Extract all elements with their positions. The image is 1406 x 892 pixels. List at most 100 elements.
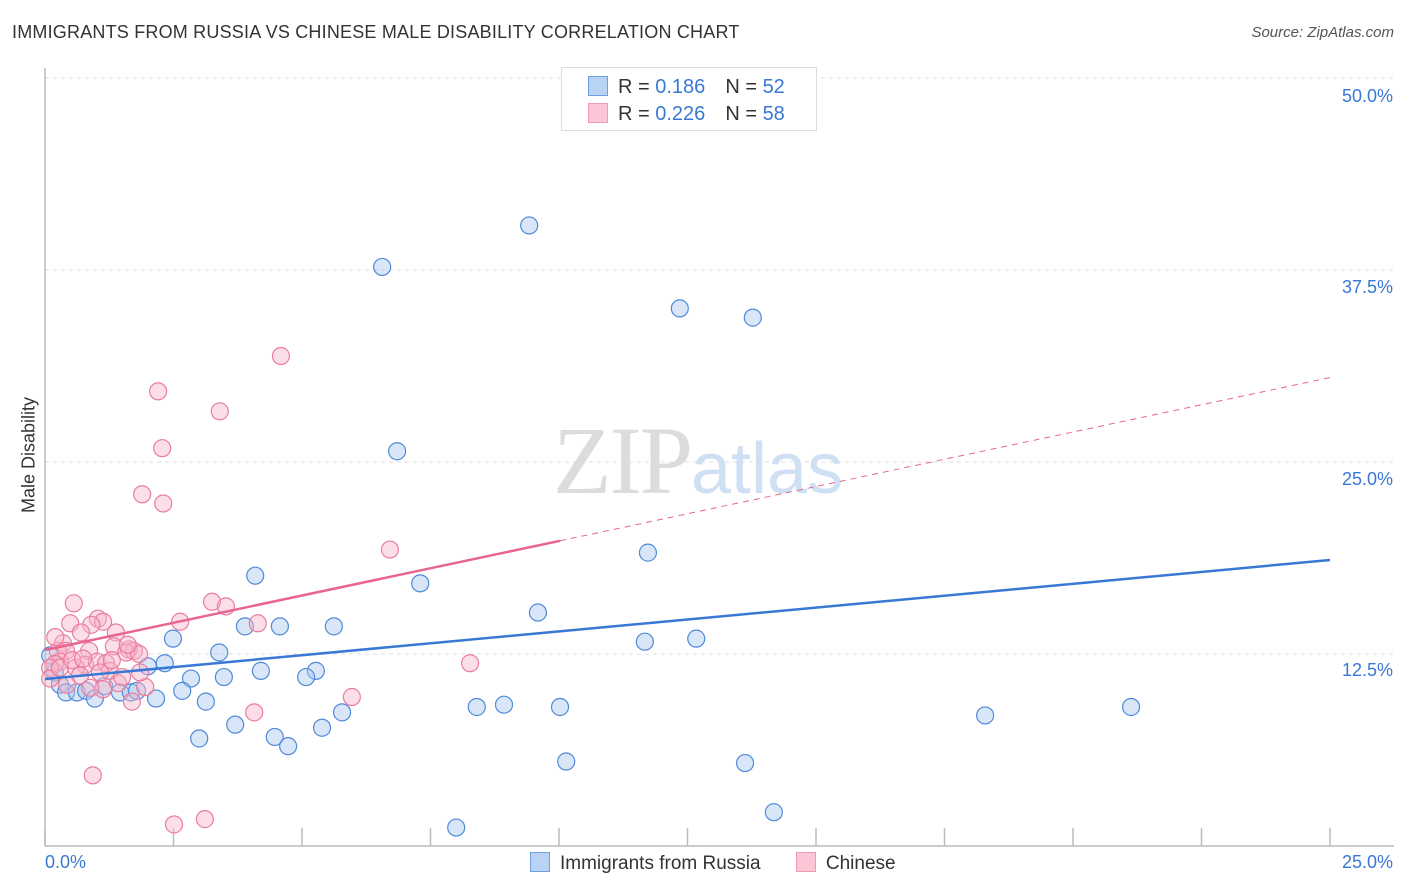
chinese-point	[248, 614, 267, 633]
russia-point	[312, 718, 332, 737]
russia-point	[557, 752, 576, 771]
y-tick-label: 12.5%	[1341, 660, 1393, 680]
chinese-point	[71, 623, 91, 642]
russia-point	[447, 818, 466, 837]
russia-point	[670, 299, 689, 318]
chinese-point	[202, 592, 222, 611]
legend-row-chinese: R = 0.226 N = 58	[588, 103, 785, 125]
russia-point	[976, 706, 995, 725]
russia-point	[56, 683, 76, 702]
legend-n-value: 58	[762, 103, 785, 125]
chinese-point	[154, 494, 173, 513]
russia-point	[279, 737, 298, 756]
russia-point	[306, 661, 325, 680]
chinese-point	[271, 346, 291, 366]
chart-title: IMMIGRANTS FROM RUSSIA VS CHINESE MALE D…	[12, 22, 740, 42]
chinese-point	[342, 687, 361, 707]
russia-point	[297, 667, 316, 687]
russia-point	[387, 442, 407, 461]
chinese-point	[93, 612, 113, 631]
russia-point	[635, 632, 654, 651]
legend-item-chinese[interactable]: Chinese	[795, 852, 896, 874]
x-tick-label: 0.0%	[45, 852, 87, 872]
x-tick-label: 25.0%	[1341, 852, 1393, 872]
legend-swatch-blue	[588, 76, 608, 96]
chinese-point	[133, 485, 152, 504]
legend-swatch-pink	[795, 852, 816, 872]
source-label: Source: ZipAtlas.com	[1251, 24, 1394, 41]
russia-point	[638, 543, 658, 562]
russia-point	[324, 617, 343, 636]
russia-point	[163, 629, 183, 648]
chinese-trend-line	[44, 539, 561, 652]
russia-point	[550, 697, 570, 717]
russia-point	[764, 803, 783, 822]
chinese-point	[118, 635, 137, 654]
russia-trend-line	[44, 558, 1331, 681]
legend-r-value: 0.226	[655, 103, 706, 125]
russia-point	[226, 715, 245, 734]
legend-label: Immigrants from Russia	[560, 853, 761, 874]
russia-point	[687, 629, 706, 648]
russia-point	[265, 727, 284, 747]
chinese-point	[81, 678, 100, 697]
chinese-point	[210, 402, 229, 421]
russia-point	[332, 703, 352, 722]
russia-point	[173, 681, 192, 700]
chinese-point	[73, 649, 93, 668]
y-tick-label: 25.0%	[1341, 469, 1393, 489]
legend-n-label: N =	[725, 103, 763, 125]
chinese-point	[122, 692, 141, 711]
chinese-point	[460, 654, 480, 673]
chinese-point	[82, 615, 101, 634]
legend-r-label: R =	[618, 103, 656, 125]
russia-point	[190, 729, 209, 748]
chinese-point	[148, 382, 168, 401]
chinese-point	[87, 652, 107, 671]
russia-point	[146, 689, 166, 708]
legend-n-value: 52	[762, 76, 785, 98]
chinese-point	[83, 766, 102, 785]
legend-row-russia: R = 0.186 N = 52	[588, 76, 785, 98]
russia-point	[520, 216, 539, 235]
legend-r-label: R =	[618, 76, 656, 98]
russia-point	[528, 603, 548, 622]
russia-point	[214, 667, 233, 687]
russia-point	[743, 308, 762, 327]
legend-swatch-blue	[530, 852, 550, 872]
russia-point	[210, 643, 229, 662]
russia-point	[181, 669, 201, 688]
legend-r-value: 0.186	[655, 76, 706, 98]
chinese-point	[64, 594, 83, 613]
russia-point	[373, 257, 392, 277]
chinese-point	[380, 540, 399, 559]
russia-point	[246, 566, 265, 585]
legend-label: Chinese	[825, 853, 896, 874]
legend-item-russia[interactable]: Immigrants from Russia	[530, 852, 761, 874]
legend-n-label: N =	[725, 76, 763, 98]
russia-point	[196, 692, 215, 711]
chinese-point	[102, 651, 121, 670]
russia-point	[467, 697, 486, 717]
chinese-point	[164, 815, 184, 834]
russia-point	[494, 695, 514, 714]
chinese-trend-extension	[559, 377, 1331, 542]
legend: R = 0.186 N = 52 R = 0.226 N = 58	[561, 67, 817, 131]
chinese-point	[195, 810, 214, 829]
y-tick-label: 50.0%	[1341, 86, 1393, 106]
chinese-point	[41, 658, 60, 677]
chinese-point	[245, 703, 264, 722]
russia-point	[411, 574, 430, 593]
russia-point	[1121, 697, 1141, 717]
russia-point	[251, 661, 270, 680]
chinese-point	[46, 628, 65, 647]
series-legend: Immigrants from Russia Chinese	[530, 852, 926, 875]
watermark-atlas: atlas	[691, 429, 844, 509]
y-tick-label: 37.5%	[1341, 277, 1393, 297]
chinese-point	[130, 663, 150, 682]
russia-point	[735, 753, 755, 773]
russia-point	[270, 617, 289, 636]
chinese-point	[153, 439, 172, 458]
watermark-logo: ZIPatlas	[553, 405, 843, 516]
